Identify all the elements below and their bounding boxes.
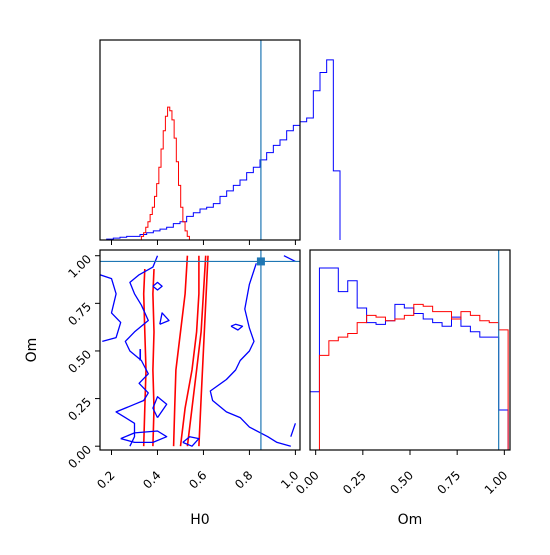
hist-H0-red-hist — [140, 106, 190, 240]
contour-red-line — [198, 255, 209, 447]
contour-blue-line — [283, 255, 296, 262]
contour-blue-line — [120, 430, 168, 444]
contour-red-line — [142, 268, 147, 447]
contour-xlabel: H0 — [190, 512, 209, 528]
contour-blue-line — [152, 281, 163, 291]
contour-truth-marker — [256, 257, 265, 266]
hist-Om-xlabel: Om — [398, 512, 423, 528]
hist-H0-frame — [99, 39, 301, 241]
contour-red-line — [186, 255, 207, 447]
contour-red-line — [172, 255, 189, 447]
hist-Om-blue-hist — [309, 267, 509, 450]
contour-blue-line — [115, 255, 159, 447]
contour-frame — [99, 249, 301, 451]
contour-blue-line — [152, 396, 168, 418]
contour-blue-line — [159, 312, 170, 325]
hist-Om-red-hist — [310, 303, 509, 451]
contour-lines — [100, 255, 297, 447]
contour-blue-line — [290, 423, 297, 437]
contour-blue-line — [100, 274, 122, 343]
contour-blue-line — [209, 263, 291, 447]
contour-red-line — [179, 255, 200, 447]
panel-hist-H0 — [99, 39, 341, 245]
contour-ylabel: Om — [24, 338, 40, 363]
contour-blue-line — [182, 436, 200, 447]
contour-red-line — [152, 268, 155, 447]
hist-H0-blue-hist — [100, 59, 341, 241]
contour-blue-line — [230, 323, 244, 331]
